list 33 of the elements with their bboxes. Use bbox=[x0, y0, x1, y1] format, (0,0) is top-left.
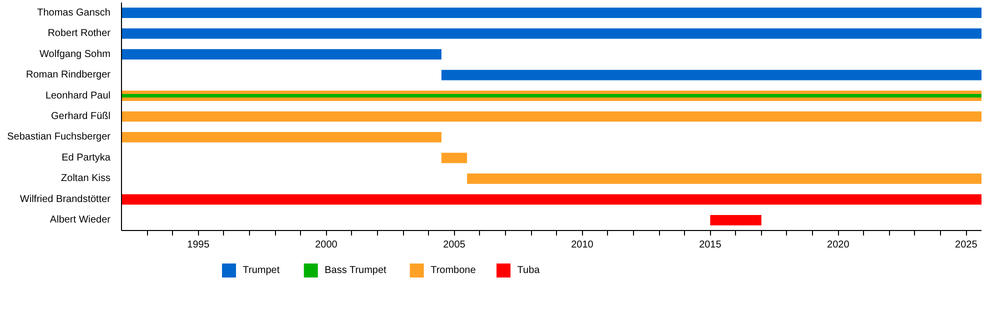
x-tick-label: 2015 bbox=[699, 240, 722, 250]
y-tick-label: Sebastian Fuchsberger bbox=[7, 132, 112, 143]
bar bbox=[122, 49, 442, 60]
x-tick-label: 2000 bbox=[315, 240, 338, 250]
bar bbox=[122, 132, 442, 142]
x-tick-label: 2020 bbox=[827, 240, 850, 250]
y-tick-label: Zoltan Kiss bbox=[61, 173, 111, 184]
legend-label: Bass Trumpet bbox=[324, 265, 387, 276]
y-tick-label: Robert Rother bbox=[48, 28, 112, 40]
bar bbox=[122, 94, 982, 98]
legend-label: Trombone bbox=[430, 265, 476, 276]
bar bbox=[122, 194, 982, 205]
y-tick-label: Gerhard Füßl bbox=[51, 111, 111, 122]
y-tick-label: Wolfgang Sohm bbox=[40, 48, 110, 60]
bar bbox=[467, 174, 982, 184]
bar bbox=[441, 70, 982, 80]
y-tick-label: Leonhard Paul bbox=[45, 90, 111, 102]
bar bbox=[122, 8, 982, 18]
y-tick-label: Wilfried Brandstötter bbox=[20, 194, 112, 205]
y-tick-label: Ed Partyka bbox=[62, 152, 111, 164]
bar bbox=[122, 28, 982, 39]
y-tick-label: Roman Rindberger bbox=[26, 70, 112, 81]
bar bbox=[710, 214, 762, 226]
legend-label: Tuba bbox=[517, 265, 540, 276]
x-tick-label: 1995 bbox=[187, 240, 210, 250]
bar bbox=[122, 111, 982, 122]
x-tick-label: 2005 bbox=[443, 240, 466, 250]
x-tick-label: 2010 bbox=[571, 240, 594, 250]
bar bbox=[441, 152, 468, 164]
y-tick-label: Thomas Gansch bbox=[37, 7, 111, 18]
legend-label: Trumpet bbox=[242, 265, 280, 276]
x-tick-label: 2025 bbox=[955, 240, 978, 250]
y-tick-label: Albert Wieder bbox=[50, 214, 112, 226]
